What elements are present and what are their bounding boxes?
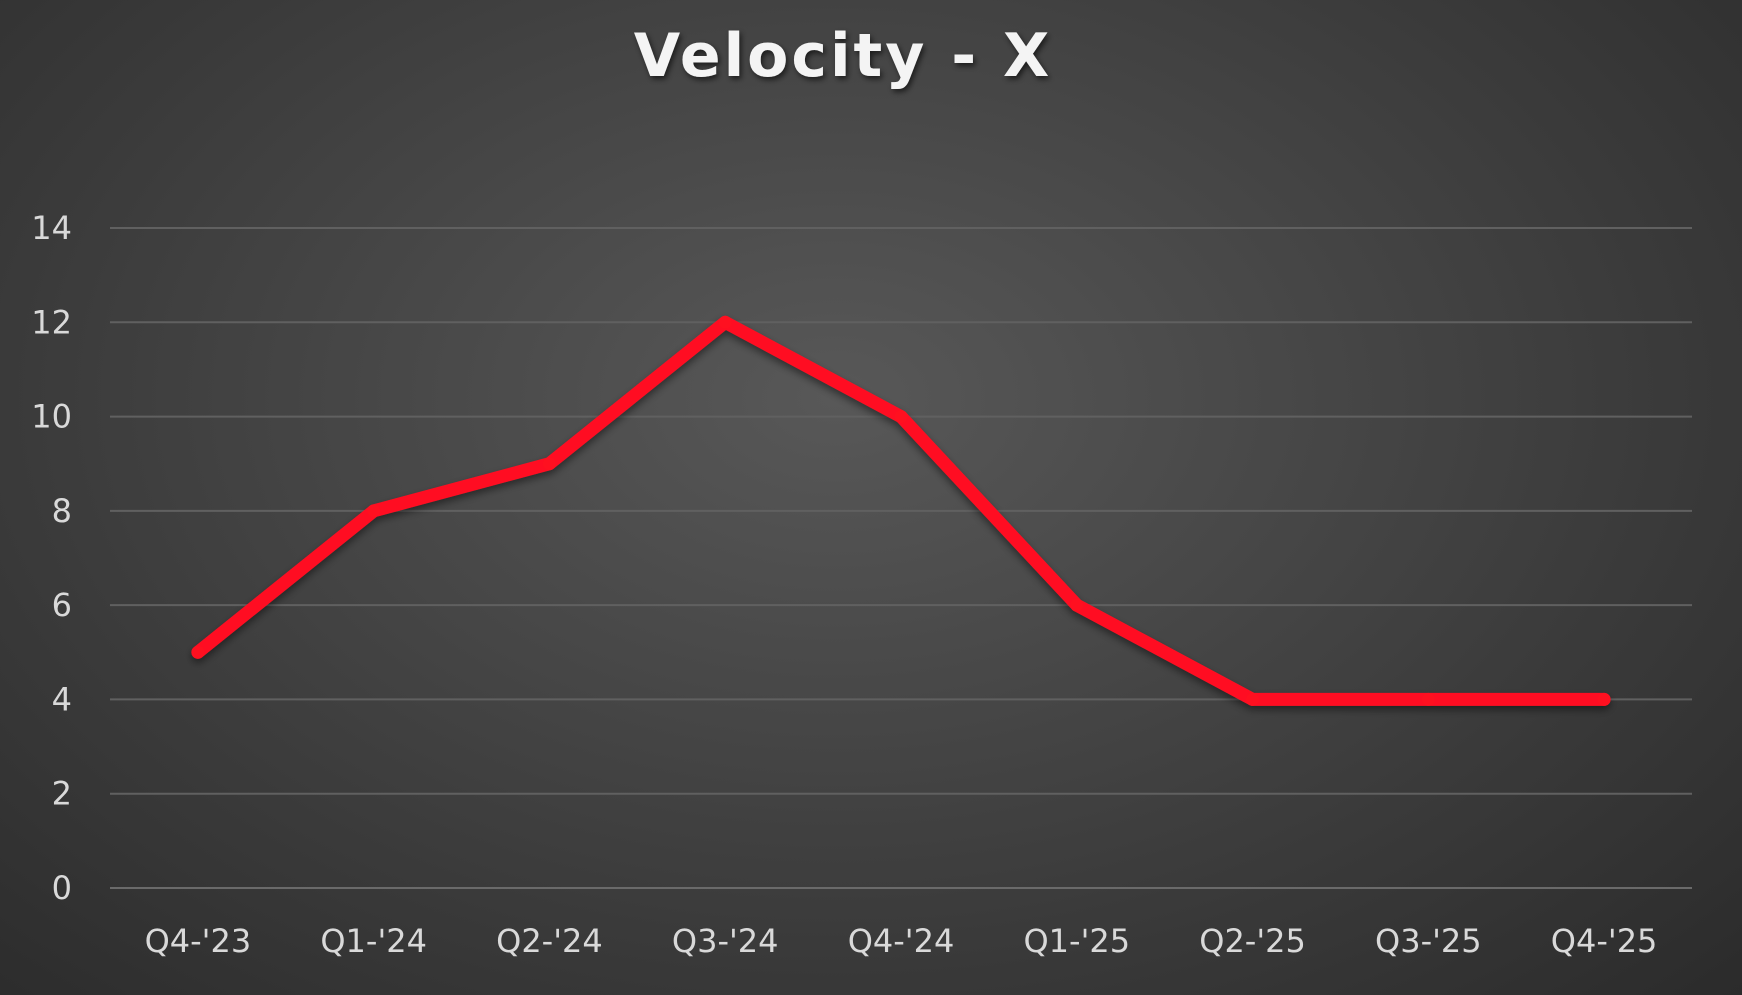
x-tick-label: Q4-'23 bbox=[145, 922, 252, 960]
x-tick-label: Q2-'24 bbox=[496, 922, 603, 960]
x-tick-label: Q2-'25 bbox=[1199, 922, 1306, 960]
data-point bbox=[1070, 598, 1084, 612]
data-point bbox=[191, 645, 205, 659]
x-tick-label: Q1-'24 bbox=[320, 922, 427, 960]
x-tick-label: Q4-'24 bbox=[848, 922, 955, 960]
chart-title: Velocity - X bbox=[634, 21, 1053, 91]
y-tick-label: 8 bbox=[52, 492, 72, 530]
data-point bbox=[367, 504, 381, 518]
y-tick-label: 6 bbox=[52, 586, 72, 624]
data-point bbox=[542, 457, 556, 471]
data-point bbox=[718, 315, 732, 329]
x-axis-ticks: Q4-'23 Q1-'24 Q2-'24 Q3-'24 Q4-'24 Q1-'25 Q2-'… bbox=[145, 922, 1658, 960]
data-point bbox=[894, 410, 908, 424]
y-tick-label: 12 bbox=[31, 303, 72, 341]
y-tick-label: 10 bbox=[31, 398, 72, 436]
y-axis-ticks: 0 2 4 6 8 10 12 14 bbox=[31, 209, 72, 907]
y-tick-label: 0 bbox=[52, 869, 72, 907]
gridlines bbox=[110, 227, 1692, 889]
data-point bbox=[1246, 692, 1260, 706]
data-point bbox=[1597, 692, 1611, 706]
x-tick-label: Q1-'25 bbox=[1023, 922, 1130, 960]
y-tick-label: 2 bbox=[52, 775, 72, 813]
x-tick-label: Q3-'25 bbox=[1375, 922, 1482, 960]
data-point bbox=[1421, 692, 1435, 706]
x-tick-label: Q3-'24 bbox=[672, 922, 779, 960]
y-tick-label: 14 bbox=[31, 209, 72, 247]
y-tick-label: 4 bbox=[52, 680, 72, 718]
series-layer bbox=[191, 315, 1611, 706]
x-tick-label: Q4-'25 bbox=[1551, 922, 1658, 960]
